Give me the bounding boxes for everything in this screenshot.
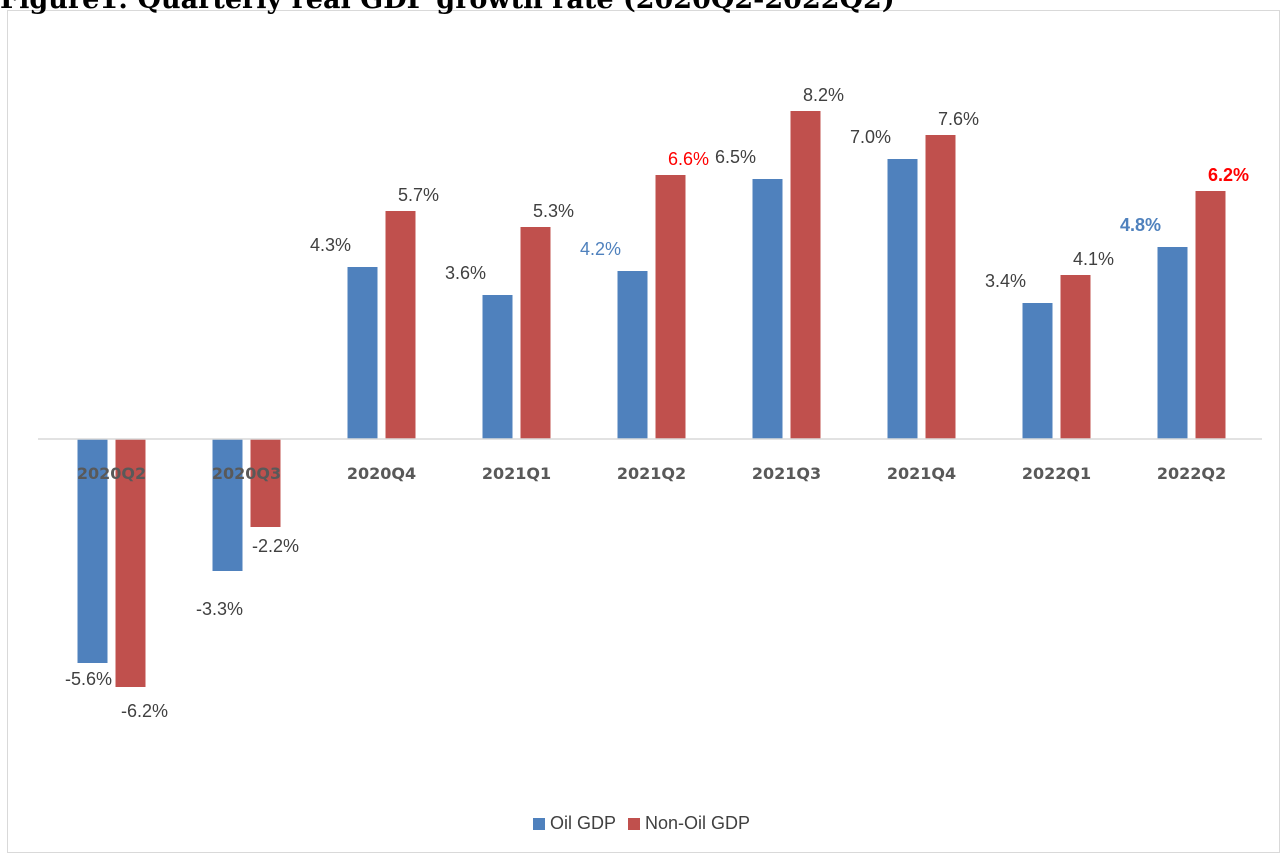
bar-oil-gdp-2021q1 [482, 295, 513, 439]
data-label-oil-gdp-2021q3: 6.5% [715, 147, 756, 167]
x-tick-label-2021q3: 2021Q3 [752, 464, 821, 483]
x-tick-label-2022q1: 2022Q1 [1022, 464, 1091, 483]
bar-oil-gdp-2022q2 [1157, 247, 1188, 439]
x-tick-label-2021q4: 2021Q4 [887, 464, 956, 483]
data-label-oil-gdp-2021q4: 7.0% [850, 127, 891, 147]
bar-non-oil-gdp-2020q4 [385, 211, 416, 439]
data-label-oil-gdp-2022q1: 3.4% [985, 271, 1026, 291]
bar-non-oil-gdp-2020q2 [115, 439, 146, 687]
legend-label: Oil GDP [549, 813, 616, 833]
bar-oil-gdp-2020q4 [347, 267, 378, 439]
x-tick-label-2021q2: 2021Q2 [617, 464, 686, 483]
legend-swatch [627, 817, 640, 830]
data-label-oil-gdp-2020q3: -3.3% [196, 599, 243, 619]
data-label-non-oil-gdp-2020q4: 5.7% [398, 185, 439, 205]
data-label-oil-gdp-2020q4: 4.3% [310, 235, 351, 255]
bar-oil-gdp-2020q2 [77, 439, 108, 663]
data-label-non-oil-gdp-2021q4: 7.6% [938, 109, 979, 129]
x-tick-label-2020q2: 2020Q2 [77, 464, 146, 483]
data-label-oil-gdp-2021q1: 3.6% [445, 263, 486, 283]
x-tick-label-2020q4: 2020Q4 [347, 464, 416, 483]
bar-non-oil-gdp-2021q2 [655, 175, 686, 439]
bar-oil-gdp-2021q3 [752, 179, 783, 439]
bar-oil-gdp-2021q2 [617, 271, 648, 439]
chart-title: Figure1: Quarterly real GDP growth rate … [0, 0, 895, 15]
x-tick-label-2020q3: 2020Q3 [212, 464, 281, 483]
data-label-non-oil-gdp-2021q3: 8.2% [803, 85, 844, 105]
legend-swatch [532, 817, 545, 830]
x-tick-label-2022q2: 2022Q2 [1157, 464, 1226, 483]
data-label-oil-gdp-2021q2: 4.2% [580, 239, 621, 259]
bar-non-oil-gdp-2021q3 [790, 111, 821, 439]
bar-non-oil-gdp-2021q1 [520, 227, 551, 439]
data-label-non-oil-gdp-2021q2: 6.6% [668, 149, 709, 169]
x-tick-label-2021q1: 2021Q1 [482, 464, 551, 483]
bar-non-oil-gdp-2020q3 [250, 439, 281, 527]
bar-oil-gdp-2020q3 [212, 439, 243, 571]
chart-legend: Oil GDP Non-Oil GDP [0, 813, 1283, 835]
data-label-non-oil-gdp-2020q3: -2.2% [252, 536, 299, 556]
bar-non-oil-gdp-2021q4 [925, 135, 956, 439]
chart-frame [7, 10, 1280, 853]
data-label-non-oil-gdp-2021q1: 5.3% [533, 201, 574, 221]
legend-item-non-oil-gdp: Non-Oil GDP [627, 813, 751, 834]
bar-oil-gdp-2021q4 [887, 159, 918, 439]
data-label-non-oil-gdp-2020q2: -6.2% [121, 701, 168, 721]
data-label-oil-gdp-2020q2: -5.6% [65, 669, 112, 689]
legend-item-oil-gdp: Oil GDP [532, 813, 616, 834]
data-label-non-oil-gdp-2022q1: 4.1% [1073, 249, 1114, 269]
bar-non-oil-gdp-2022q1 [1060, 275, 1091, 439]
bar-oil-gdp-2022q1 [1022, 303, 1053, 439]
data-label-oil-gdp-2022q2: 4.8% [1120, 215, 1161, 235]
bar-non-oil-gdp-2022q2 [1195, 191, 1226, 439]
legend-label: Non-Oil GDP [644, 813, 751, 833]
data-label-non-oil-gdp-2022q2: 6.2% [1208, 165, 1249, 185]
